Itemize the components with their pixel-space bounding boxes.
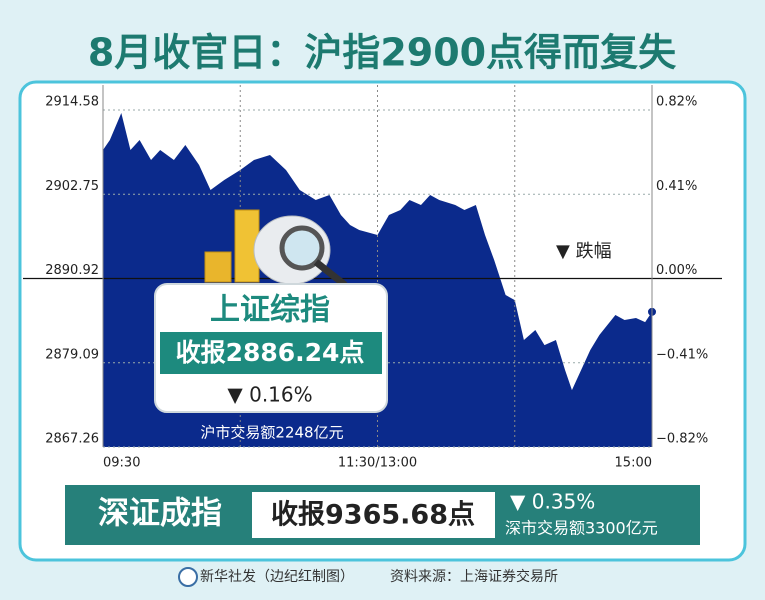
close-value: 收报2886.24点: [176, 338, 365, 367]
annotation: ▼ 跌幅: [556, 241, 612, 262]
source: 资料来源：上海证券交易所: [390, 568, 558, 585]
index-name: 深证成指: [98, 496, 222, 532]
coins: [204, 251, 232, 283]
y2-tick-label: 0.00%: [656, 263, 697, 278]
y-tick-label: 2914.58: [45, 95, 99, 110]
logo: [178, 567, 198, 587]
close-bar: [160, 332, 382, 374]
turnover: 沪市交易额2248亿元: [200, 424, 343, 442]
change: ▼ 0.35%: [510, 490, 595, 514]
decoration: [204, 209, 348, 288]
y-tick-label: 2890.92: [45, 263, 99, 278]
y2-tick-label: −0.41%: [656, 347, 708, 362]
y2-tick-label: 0.41%: [656, 179, 697, 194]
y2-tick-label: −0.82%: [656, 432, 708, 447]
close-box: [252, 492, 495, 538]
magnifier: [279, 225, 325, 271]
turnover: 深市交易额3300亿元: [505, 519, 658, 538]
credit: 新华社发（边纪红制图）: [200, 569, 354, 585]
y-tick-label: 2879.09: [45, 347, 99, 362]
close-value: 收报9365.68点: [271, 500, 475, 531]
magnifier-handle: [313, 259, 348, 288]
x-tick-label: 15:00: [615, 456, 652, 471]
y-tick-label: 2902.75: [45, 179, 99, 194]
change: ▼ 0.16%: [227, 383, 312, 407]
index-name: 上证综指: [210, 293, 330, 328]
y-tick-label: 2867.26: [45, 432, 99, 447]
x-tick-label: 09:30: [103, 456, 140, 471]
y2-tick-label: 0.82%: [656, 95, 697, 110]
x-tick-label: 11:30/13:00: [338, 456, 417, 471]
title: 8月收官日：沪指2900点得而复失: [88, 31, 677, 75]
